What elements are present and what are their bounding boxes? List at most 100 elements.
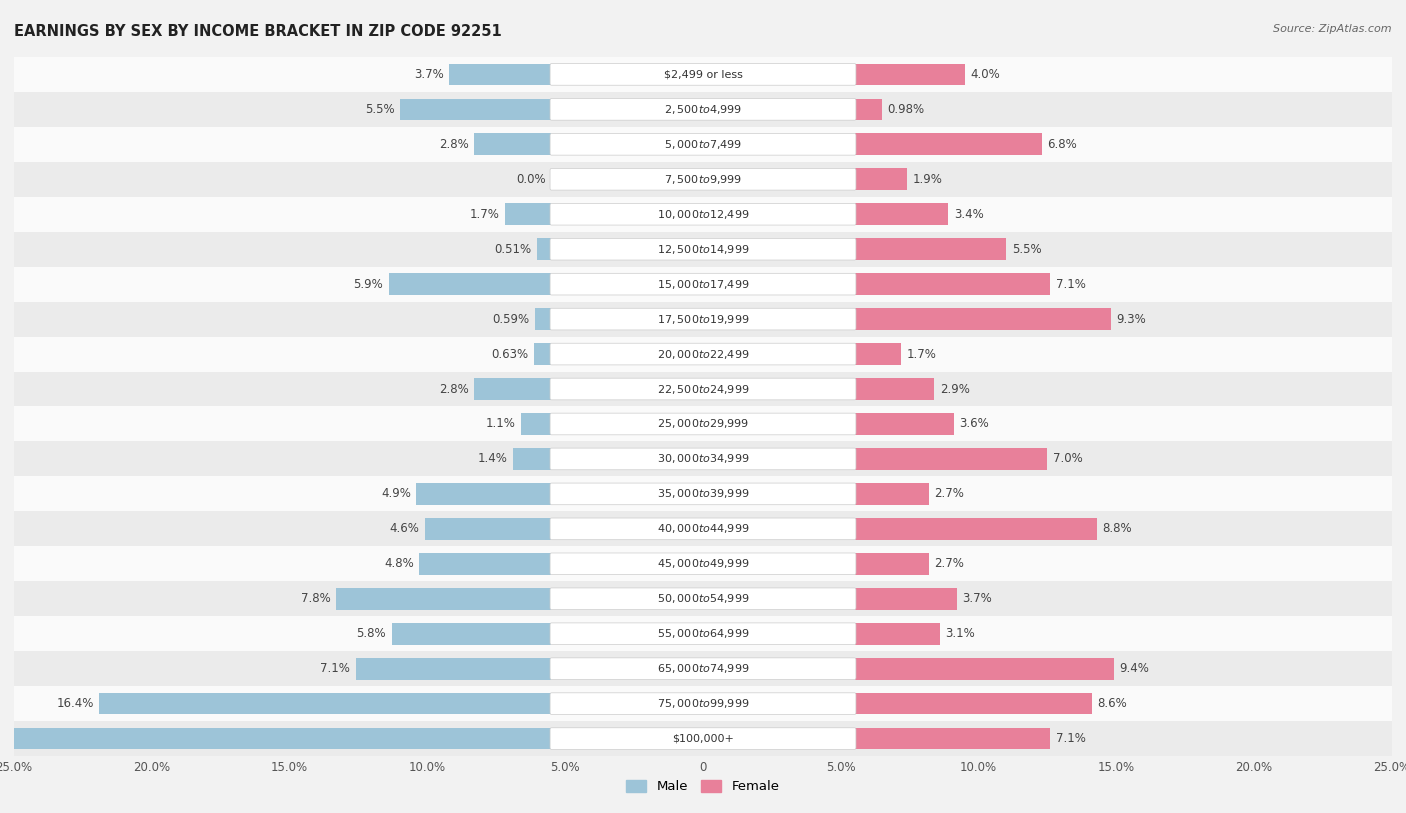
FancyBboxPatch shape (550, 378, 856, 400)
Bar (14, 581, 1392, 616)
Text: 5.8%: 5.8% (357, 628, 387, 640)
Bar (474, 133, 551, 155)
Text: 8.6%: 8.6% (1097, 698, 1126, 710)
Text: $10,000 to $12,499: $10,000 to $12,499 (657, 208, 749, 220)
Bar (14, 337, 1392, 372)
FancyBboxPatch shape (550, 413, 856, 435)
Bar (522, 413, 551, 435)
Text: 4.6%: 4.6% (389, 523, 419, 535)
FancyBboxPatch shape (550, 448, 856, 470)
Bar (855, 133, 1042, 155)
Bar (855, 63, 965, 85)
Text: $55,000 to $64,999: $55,000 to $64,999 (657, 628, 749, 640)
Text: 4.9%: 4.9% (381, 488, 411, 500)
Text: EARNINGS BY SEX BY INCOME BRACKET IN ZIP CODE 92251: EARNINGS BY SEX BY INCOME BRACKET IN ZIP… (14, 24, 502, 39)
Text: 0.0%: 0.0% (516, 173, 546, 185)
Bar (419, 553, 551, 575)
FancyBboxPatch shape (550, 98, 856, 120)
FancyBboxPatch shape (550, 133, 856, 155)
Text: 5.5%: 5.5% (1012, 243, 1042, 255)
Bar (855, 413, 953, 435)
Text: 3.1%: 3.1% (945, 628, 976, 640)
Bar (14, 372, 1392, 406)
Bar (336, 588, 551, 610)
Bar (513, 448, 551, 470)
Bar (356, 658, 551, 680)
Bar (14, 57, 1392, 92)
Bar (14, 267, 1392, 302)
FancyBboxPatch shape (550, 553, 856, 575)
Text: 0.51%: 0.51% (495, 243, 531, 255)
Text: 4.8%: 4.8% (384, 558, 413, 570)
Text: 7.1%: 7.1% (321, 663, 350, 675)
Bar (14, 127, 1392, 162)
Bar (399, 98, 551, 120)
Bar (14, 406, 1392, 441)
Bar (100, 693, 551, 715)
Text: $2,500 to $4,999: $2,500 to $4,999 (664, 103, 742, 115)
Bar (14, 162, 1392, 197)
FancyBboxPatch shape (550, 728, 856, 750)
Text: 1.9%: 1.9% (912, 173, 942, 185)
FancyBboxPatch shape (550, 483, 856, 505)
Bar (855, 308, 1111, 330)
Text: 3.6%: 3.6% (959, 418, 988, 430)
Bar (855, 168, 907, 190)
Text: $22,500 to $24,999: $22,500 to $24,999 (657, 383, 749, 395)
Text: 5.5%: 5.5% (364, 103, 394, 115)
Bar (14, 616, 1392, 651)
Bar (14, 546, 1392, 581)
FancyBboxPatch shape (550, 623, 856, 645)
Bar (855, 588, 956, 610)
Text: 7.0%: 7.0% (1053, 453, 1083, 465)
Bar (474, 378, 551, 400)
Text: $50,000 to $54,999: $50,000 to $54,999 (657, 593, 749, 605)
Bar (855, 658, 1114, 680)
Text: 2.7%: 2.7% (935, 488, 965, 500)
Text: $65,000 to $74,999: $65,000 to $74,999 (657, 663, 749, 675)
Bar (855, 518, 1097, 540)
Bar (855, 448, 1047, 470)
Text: $45,000 to $49,999: $45,000 to $49,999 (657, 558, 749, 570)
Text: 0.59%: 0.59% (492, 313, 530, 325)
FancyBboxPatch shape (550, 518, 856, 540)
Bar (855, 378, 935, 400)
Text: 4.0%: 4.0% (970, 68, 1000, 80)
Bar (537, 238, 551, 260)
Text: 1.7%: 1.7% (907, 348, 936, 360)
Text: 2.7%: 2.7% (935, 558, 965, 570)
Bar (855, 728, 1050, 750)
Bar (450, 63, 551, 85)
Bar (14, 92, 1392, 127)
Text: $2,499 or less: $2,499 or less (664, 69, 742, 80)
Bar (855, 483, 929, 505)
Text: $7,500 to $9,999: $7,500 to $9,999 (664, 173, 742, 185)
Text: 9.4%: 9.4% (1119, 663, 1149, 675)
FancyBboxPatch shape (550, 273, 856, 295)
Text: 3.7%: 3.7% (962, 593, 991, 605)
Text: $20,000 to $22,499: $20,000 to $22,499 (657, 348, 749, 360)
Text: 9.3%: 9.3% (1116, 313, 1146, 325)
Bar (14, 441, 1392, 476)
FancyBboxPatch shape (550, 203, 856, 225)
Bar (855, 553, 929, 575)
Text: 7.1%: 7.1% (1056, 278, 1085, 290)
FancyBboxPatch shape (550, 238, 856, 260)
Text: $100,000+: $100,000+ (672, 733, 734, 744)
Text: $30,000 to $34,999: $30,000 to $34,999 (657, 453, 749, 465)
Text: $12,500 to $14,999: $12,500 to $14,999 (657, 243, 749, 255)
Bar (416, 483, 551, 505)
Bar (855, 98, 882, 120)
Bar (505, 203, 551, 225)
Text: 3.7%: 3.7% (415, 68, 444, 80)
Legend: Male, Female: Male, Female (621, 775, 785, 798)
Text: 1.1%: 1.1% (485, 418, 516, 430)
Text: 8.8%: 8.8% (1102, 523, 1132, 535)
Bar (14, 197, 1392, 232)
Bar (389, 273, 551, 295)
Text: $5,000 to $7,499: $5,000 to $7,499 (664, 138, 742, 150)
Bar (14, 651, 1392, 686)
FancyBboxPatch shape (550, 658, 856, 680)
Text: $40,000 to $44,999: $40,000 to $44,999 (657, 523, 749, 535)
FancyBboxPatch shape (550, 693, 856, 715)
